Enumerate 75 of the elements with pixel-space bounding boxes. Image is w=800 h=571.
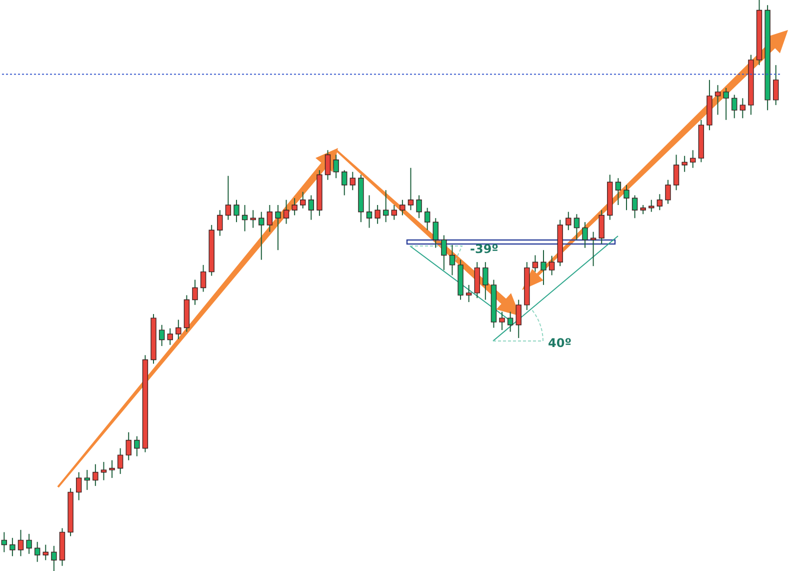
candlestick: [84, 469, 90, 490]
candlestick: [109, 460, 115, 478]
candlestick: [532, 254, 538, 272]
candlestick: [117, 448, 124, 474]
candlestick: [582, 222, 588, 248]
candlestick: [225, 175, 232, 220]
candlestick: [391, 204, 397, 220]
candlestick: [1, 532, 7, 553]
candlestick: [92, 464, 98, 486]
candlestick: [482, 262, 488, 300]
candlestick: [283, 199, 290, 224]
candlestick: [449, 244, 456, 276]
candlestick: [566, 211, 572, 231]
candlestick: [408, 167, 414, 211]
candlestick: [292, 198, 298, 216]
candlestick: [665, 179, 671, 204]
candlestick: [300, 191, 306, 209]
candlestick: [250, 210, 256, 228]
annotation: 40º: [548, 336, 572, 350]
candlestick: [400, 199, 406, 216]
candlestick: [234, 199, 240, 223]
candlestick: [217, 210, 223, 236]
candlestick: [732, 94, 738, 119]
candlestick: [192, 279, 198, 306]
candlestick: [100, 461, 107, 481]
candlestick: [548, 255, 555, 276]
candlestick: [416, 194, 422, 219]
candlestick: [598, 210, 604, 244]
candlestick: [424, 207, 430, 231]
candlestick: [308, 194, 314, 220]
candlestick: [615, 178, 622, 206]
candlestick: [640, 204, 646, 215]
candlestick: [690, 150, 696, 168]
candlestick: [499, 311, 505, 331]
candlestick: [18, 529, 24, 557]
candlestick: [126, 432, 132, 461]
candlestick: [516, 299, 522, 339]
candlestick: [333, 154, 339, 179]
candlestick: [507, 311, 514, 332]
candlestick: [441, 234, 447, 271]
candlestick: [740, 98, 746, 119]
candlestick: [342, 170, 348, 196]
candlestick: [158, 324, 165, 347]
candlestick: [258, 211, 264, 260]
candlestick: [176, 319, 182, 340]
candlestick: [624, 184, 630, 211]
candlestick: [632, 194, 638, 219]
annotation: -39º: [470, 242, 499, 256]
candlestick: [242, 204, 248, 232]
candlestick: [51, 545, 57, 571]
candlestick: [714, 84, 721, 116]
candlestick: [200, 264, 206, 292]
candlestick: [466, 284, 472, 303]
candlestick: [10, 537, 16, 557]
candlestick: [275, 204, 281, 251]
candlestick: [656, 194, 663, 211]
candlestick: [673, 154, 680, 191]
candlestick: [432, 218, 438, 248]
candlestick: [324, 150, 331, 180]
candlestick: [773, 64, 779, 106]
candlestick: [42, 544, 48, 561]
candlestick: [266, 204, 273, 232]
candlestick: [383, 190, 389, 223]
candlestick: [34, 541, 40, 562]
candlestick: [366, 194, 372, 228]
candlestick: [540, 250, 546, 286]
candlestick: [350, 171, 356, 191]
candlestick: [76, 472, 82, 501]
candlestick: [682, 155, 688, 172]
candlestick: [167, 328, 173, 346]
candlestick: [723, 87, 729, 120]
candlestick: [134, 436, 140, 457]
candlestick: [26, 533, 32, 554]
candlestick: [374, 204, 380, 224]
candlestick: [574, 214, 580, 240]
